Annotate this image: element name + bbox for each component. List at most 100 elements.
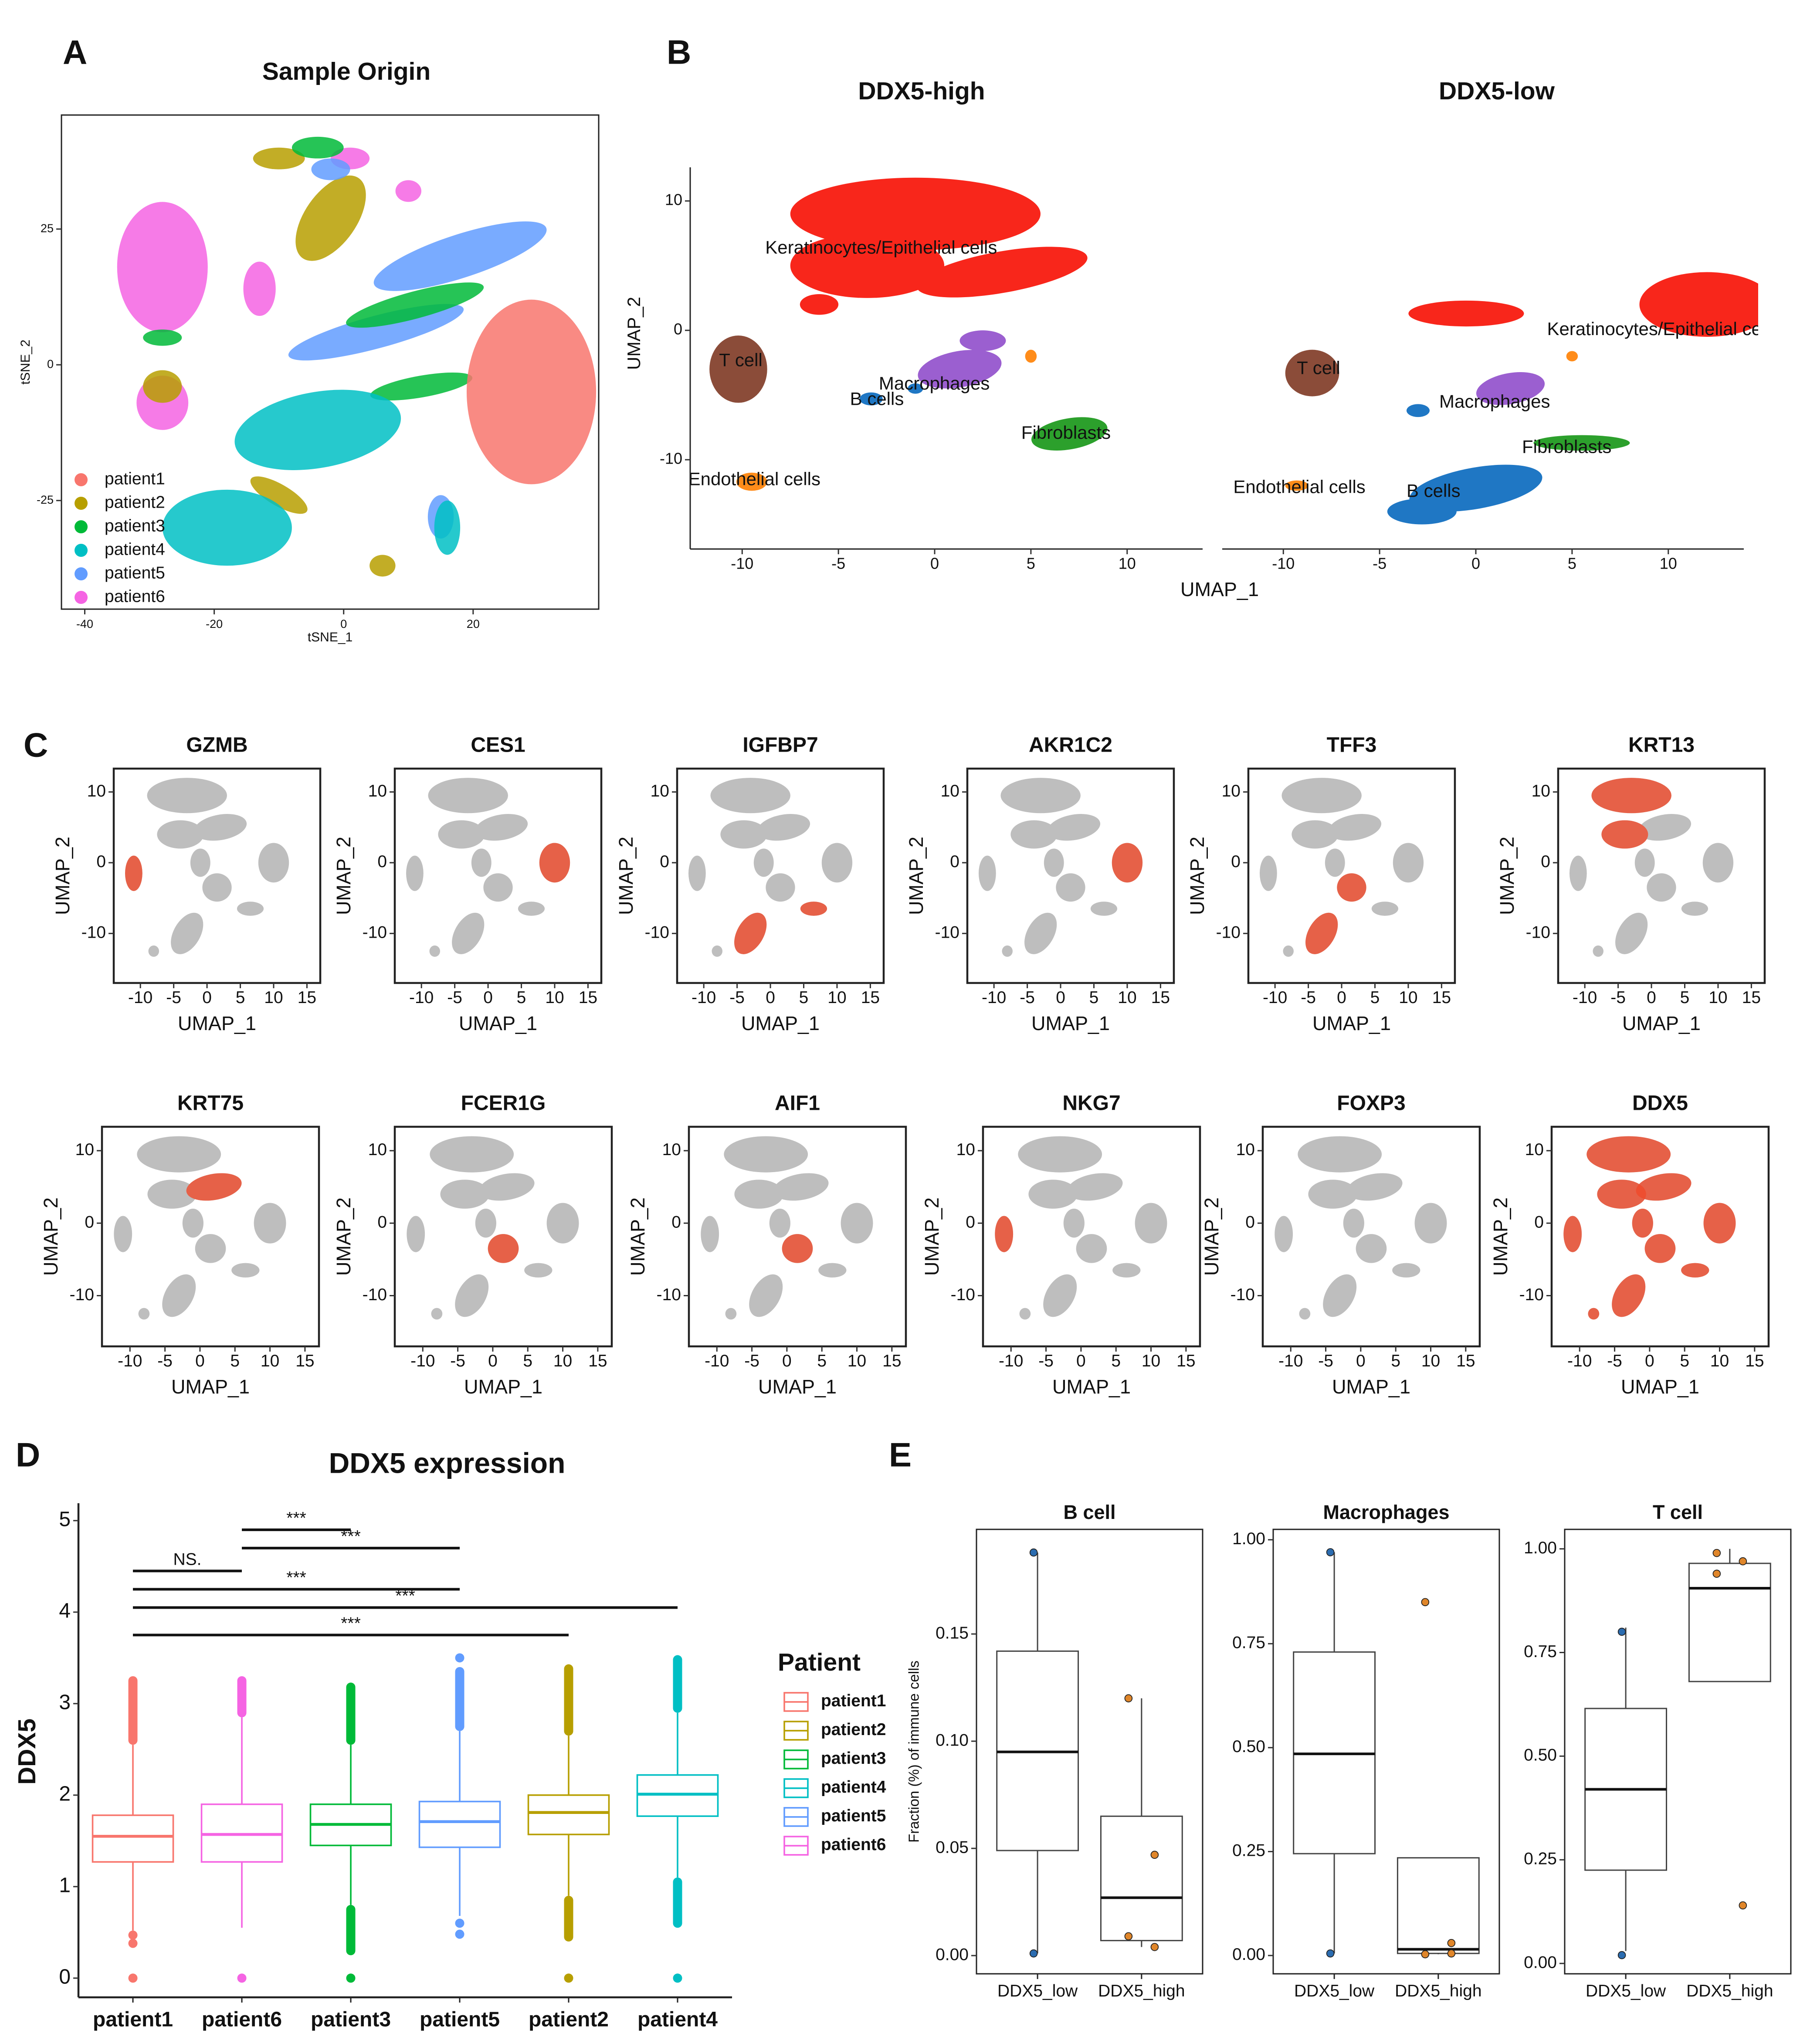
significance-label: ***: [341, 1614, 361, 1633]
feature-plot: GZMB -10 -5 0 5 10 15 -10 0 10 UMAP_1 UMAP_2: [51, 734, 322, 1034]
cell-cluster: [720, 820, 767, 849]
outlier: [128, 1973, 138, 1983]
y-tick-label: 10: [651, 782, 669, 800]
cell-cluster: [114, 1216, 132, 1252]
y-axis-label: DDX5: [13, 1719, 41, 1785]
y-tick-label: 0.15: [936, 1624, 969, 1642]
data-point: [1421, 1950, 1430, 1959]
cell-cluster: [1044, 848, 1064, 877]
cell-cluster: [147, 1180, 197, 1209]
cell-cluster: [231, 1263, 260, 1278]
cell-cluster: [1634, 848, 1655, 877]
x-tick-label: -10: [1278, 1352, 1303, 1370]
y-tick-label: 2: [59, 1782, 71, 1805]
cell-cluster: [143, 329, 182, 346]
outlier: [128, 1930, 138, 1940]
x-tick-label: -10: [999, 1352, 1023, 1370]
cell-cluster: [688, 855, 706, 891]
feature-plot: KRT13 -10 -5 0 5 10 15 -10 0 10 UMAP_1 UMAP_2: [1496, 734, 1766, 1034]
x-tick-label: 5: [1027, 554, 1035, 572]
cell-cluster: [918, 349, 1002, 389]
data-point: [1739, 1557, 1747, 1566]
x-tick-label: 10: [1118, 988, 1136, 1007]
x-tick-label: -5: [166, 988, 181, 1007]
y-axis-label: UMAP_2: [1489, 1197, 1512, 1276]
feature-plot: AKR1C2 -10 -5 0 5 10 15 -10 0 10 UMAP_1 UMAP_2: [905, 734, 1175, 1034]
y-axis-label: Fraction (%) of immune cells: [906, 1661, 922, 1843]
data-point: [1617, 1951, 1626, 1959]
y-tick-label: 10: [662, 1140, 681, 1159]
cell-cluster: [1285, 349, 1339, 397]
panel-label: B: [667, 33, 691, 71]
cell-cluster: [1414, 1203, 1447, 1244]
cell-cluster: [455, 1274, 489, 1317]
cell-cluster: [194, 814, 247, 841]
cell-cluster: [428, 778, 508, 814]
x-tick-label: -5: [1607, 1352, 1622, 1370]
x-axis-label: UMAP_1: [1052, 1376, 1131, 1398]
y-tick-label: 0: [950, 852, 959, 871]
x-tick-label: -10: [692, 988, 716, 1007]
x-tick-label: 0: [1076, 1352, 1086, 1370]
y-tick-label: 0.50: [1232, 1737, 1265, 1756]
x-tick-label: 0: [930, 554, 939, 572]
x-tick-label: DDX5_high: [1395, 1982, 1481, 2000]
y-tick-label: 10: [665, 191, 682, 209]
x-tick-label: 15: [1742, 988, 1761, 1007]
x-tick-label: 15: [579, 988, 597, 1007]
y-tick-label: 0.00: [1232, 1945, 1265, 1964]
y-axis-label: UMAP_2: [624, 297, 644, 370]
cell-cluster: [147, 778, 227, 814]
cell-cluster: [250, 476, 308, 514]
cell-cluster: [1615, 912, 1648, 954]
cell-cluster: [1135, 1203, 1167, 1244]
cell-cluster: [959, 330, 1006, 351]
cell-cluster: [466, 299, 597, 485]
significance-label: NS.: [173, 1550, 202, 1569]
x-tick-label: 20: [467, 617, 480, 630]
x-tick-label: -5: [1301, 988, 1316, 1007]
outlier: [564, 1973, 573, 1983]
y-tick-label: -10: [81, 923, 106, 942]
y-tick-label: 10: [1525, 1140, 1544, 1159]
significance-label: ***: [286, 1509, 306, 1528]
x-tick-label: 0: [483, 988, 493, 1007]
cell-cluster: [749, 1274, 783, 1317]
feature-plot: KRT75 -10 -5 0 5 10 15 -10 0 10 UMAP_1 UMAP_2: [40, 1092, 320, 1398]
cell-cluster: [1703, 1203, 1736, 1244]
x-tick-label: 5: [517, 988, 526, 1007]
x-tick-label: 15: [1151, 988, 1170, 1007]
box: [527, 1794, 610, 1835]
cell-cluster: [790, 177, 1041, 251]
facet: B cell 0.00 0.05 0.10 0.15 DDX5_low DDX5_high: [936, 1501, 1203, 2000]
cell-cluster: [373, 221, 547, 291]
legend-swatch: [75, 473, 88, 486]
cell-cluster: [1593, 945, 1603, 957]
x-tick-label: 15: [1745, 1352, 1764, 1370]
facet-title: B cell: [1063, 1501, 1115, 1523]
y-axis-label: UMAP_2: [905, 837, 927, 915]
x-tick-label: 15: [1456, 1352, 1475, 1370]
cell-cluster: [471, 848, 492, 877]
facet-title: DDX5-high: [858, 77, 985, 105]
box: [92, 1814, 174, 1863]
data-point: [1150, 1943, 1159, 1951]
cell-cluster: [546, 1203, 579, 1244]
cell-cluster: [701, 1216, 719, 1252]
cell-cluster: [483, 873, 513, 902]
y-axis-label: tSNE_2: [18, 339, 33, 384]
y-tick-label: 0.75: [1232, 1634, 1265, 1652]
feature-plot: TFF3 -10 -5 0 5 10 15 -10 0 10 UMAP_1 UMAP_2: [1186, 734, 1456, 1034]
outlier: [455, 1653, 464, 1663]
box: [1100, 1815, 1183, 1942]
cluster-label: Macrophages: [879, 373, 990, 393]
cell-cluster: [434, 500, 461, 555]
feature-plot: NKG7 -10 -5 0 5 10 15 -10 0 10 UMAP_1 UMAP_2: [921, 1092, 1201, 1398]
cell-cluster: [346, 282, 484, 328]
x-tick-label: 5: [1568, 554, 1576, 572]
y-axis-label: UMAP_2: [332, 1197, 355, 1276]
y-axis-label: UMAP_2: [627, 1197, 649, 1276]
y-tick-label: 0.05: [936, 1838, 969, 1857]
x-tick-label: 0: [195, 1352, 205, 1370]
cell-cluster: [253, 147, 305, 169]
